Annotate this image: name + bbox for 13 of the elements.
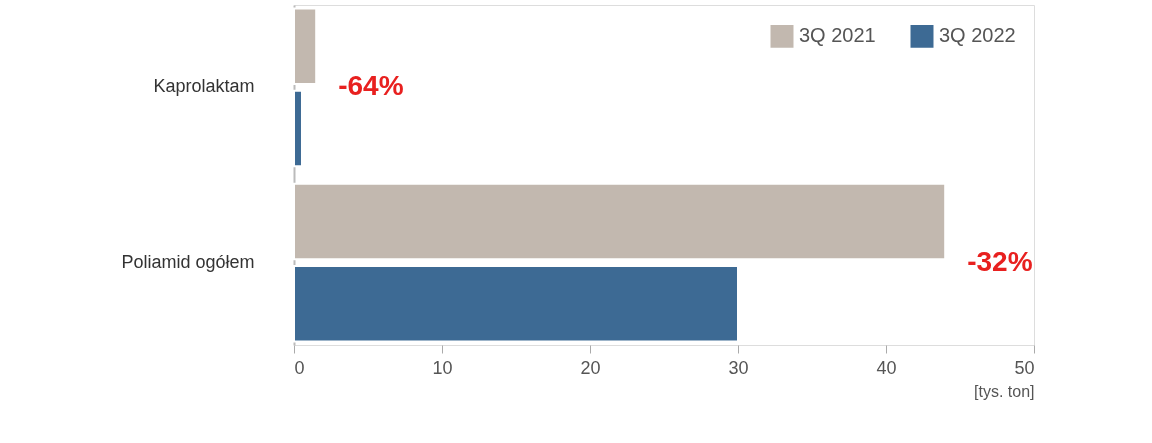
legend-label: 3Q 2021: [799, 24, 876, 47]
x-tick-label: 10: [432, 357, 453, 378]
legend-label: 3Q 2022: [939, 24, 1016, 47]
x-axis-title: [tys. ton]: [974, 382, 1035, 400]
y-tick-label: Kaprolaktam: [153, 76, 255, 97]
x-tick-label: 0: [294, 357, 305, 378]
x-tick-label: 20: [580, 357, 601, 378]
x-tick-label: 40: [876, 357, 897, 378]
x-tick-label: 30: [728, 357, 749, 378]
y-tick-label: Poliamid ogółem: [121, 251, 255, 272]
annotation: -32%: [967, 245, 1033, 277]
annotation: -64%: [338, 70, 404, 102]
x-tick-label: 50: [1014, 357, 1035, 378]
